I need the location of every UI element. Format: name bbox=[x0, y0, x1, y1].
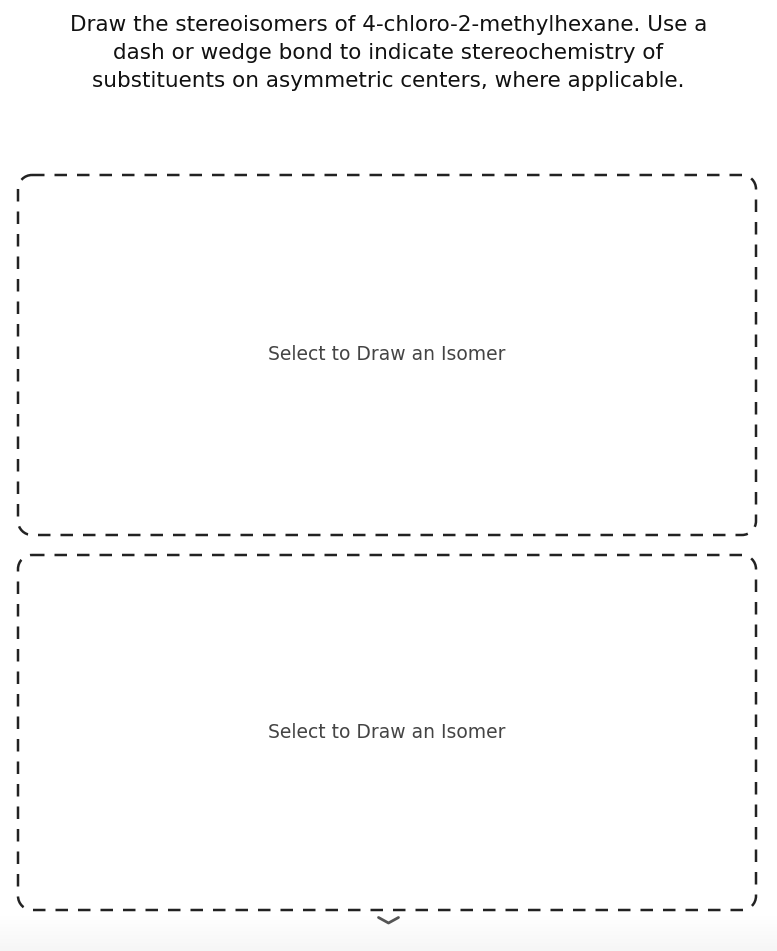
Bar bbox=[0, 938, 777, 939]
Bar bbox=[0, 927, 777, 928]
Text: substituents on asymmetric centers, where applicable.: substituents on asymmetric centers, wher… bbox=[92, 71, 685, 91]
Text: dash or wedge bond to indicate stereochemistry of: dash or wedge bond to indicate stereoche… bbox=[113, 43, 664, 63]
Bar bbox=[0, 946, 777, 947]
Bar bbox=[0, 941, 777, 942]
Bar bbox=[0, 922, 777, 923]
Bar bbox=[0, 934, 777, 935]
Bar bbox=[0, 918, 777, 919]
Bar bbox=[0, 949, 777, 950]
Bar bbox=[0, 950, 777, 951]
Bar bbox=[0, 943, 777, 944]
Bar bbox=[0, 942, 777, 943]
Text: Select to Draw an Isomer: Select to Draw an Isomer bbox=[268, 723, 506, 742]
Bar bbox=[0, 933, 777, 934]
Bar bbox=[0, 948, 777, 949]
Bar bbox=[0, 935, 777, 936]
Bar bbox=[0, 916, 777, 917]
Bar bbox=[0, 925, 777, 926]
Bar bbox=[0, 945, 777, 946]
Bar bbox=[0, 923, 777, 924]
Bar bbox=[0, 932, 777, 933]
Bar bbox=[0, 936, 777, 937]
Text: Select to Draw an Isomer: Select to Draw an Isomer bbox=[268, 345, 506, 364]
Bar bbox=[0, 920, 777, 921]
Bar bbox=[0, 926, 777, 927]
Bar bbox=[0, 919, 777, 920]
Bar bbox=[0, 947, 777, 948]
Bar bbox=[0, 944, 777, 945]
Bar bbox=[0, 924, 777, 925]
Bar bbox=[0, 940, 777, 941]
Bar bbox=[0, 917, 777, 918]
Bar bbox=[0, 928, 777, 929]
Bar bbox=[0, 931, 777, 932]
Text: Draw the stereoisomers of 4-chloro-2-methylhexane. Use a: Draw the stereoisomers of 4-chloro-2-met… bbox=[70, 15, 707, 35]
Bar bbox=[0, 921, 777, 922]
Bar bbox=[0, 939, 777, 940]
Bar bbox=[0, 937, 777, 938]
Bar bbox=[0, 929, 777, 930]
Bar bbox=[0, 930, 777, 931]
